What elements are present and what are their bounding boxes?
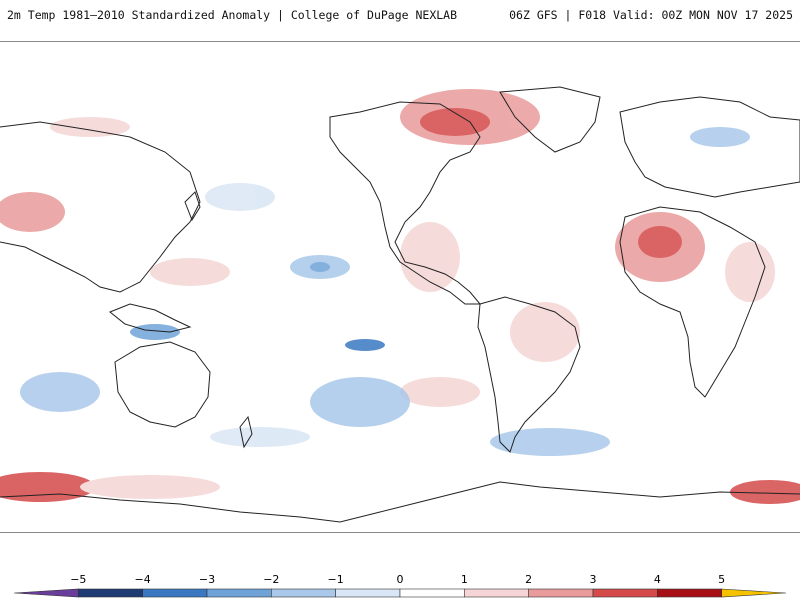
colorbar-tick-label: −5	[70, 573, 86, 586]
anomaly-east-africa-warm	[725, 242, 775, 302]
anomaly-central-pacific-cold-core	[310, 262, 330, 272]
anomaly-map-svg	[0, 42, 800, 532]
colorbar-swatch	[399, 588, 465, 598]
map-title: 2m Temp 1981–2010 Standardized Anomaly |…	[7, 8, 458, 22]
colorbar-swatch	[528, 588, 594, 598]
anomaly-antarctic-warm-east	[730, 480, 800, 504]
anomaly-south-atlantic-cool	[490, 428, 610, 456]
colorbar-swatch	[78, 588, 143, 598]
colorbar-swatches	[13, 588, 787, 598]
anomaly-australia-north-cool	[130, 324, 180, 340]
anomaly-greenland-warm	[420, 108, 490, 136]
header: 2m Temp 1981–2010 Standardized Anomaly |…	[0, 0, 800, 40]
colorbar-swatch	[657, 588, 722, 598]
anomaly-southern-ocean-warm	[80, 475, 220, 499]
maritime-continent-outline	[109, 303, 192, 333]
anomaly-sahel-warm	[638, 226, 682, 258]
antarctica-outline	[0, 481, 800, 523]
africa-outline	[619, 206, 766, 398]
anomaly-brazil-warm	[510, 302, 580, 362]
asia-outline	[0, 121, 201, 293]
colorbar-swatch	[142, 588, 208, 598]
anomaly-north-pacific-cool	[205, 183, 275, 211]
colorbar-tick-label: 0	[397, 573, 404, 586]
colorbar-swatch	[464, 588, 529, 598]
colorbar-tick-label: −1	[328, 573, 344, 586]
colorbar-ticks: −5 −4 −3 −2 −1 0 1 2 3 4 5	[70, 573, 725, 586]
colorbar-tick-label: 1	[461, 573, 468, 586]
japan-outline	[184, 191, 201, 222]
colorbar-swatch	[13, 588, 79, 598]
colorbar-tick-label: 3	[590, 573, 597, 586]
colorbar-svg: −5 −4 −3 −2 −1 0 1 2 3 4 5	[13, 573, 787, 598]
colorbar-tick-label: 5	[718, 573, 725, 586]
model-valid-time: 06Z GFS | F018 Valid: 00Z MON NOV 17 202…	[509, 8, 793, 22]
anomaly-asia-warm	[0, 192, 65, 232]
colorbar-tick-label: −2	[263, 573, 279, 586]
greenland-outline	[499, 86, 601, 153]
colorbar-tick-label: 2	[525, 573, 532, 586]
colorbar: −5 −4 −3 −2 −1 0 1 2 3 4 5	[0, 560, 800, 600]
warm-anomaly-regions	[0, 89, 800, 504]
anomaly-south-pacific-cool	[310, 377, 410, 427]
colorbar-swatch	[721, 588, 787, 598]
coastlines	[0, 86, 800, 523]
anomaly-tasman-cool	[210, 427, 310, 447]
anomaly-europe-cool	[690, 127, 750, 147]
colorbar-tick-label: −4	[135, 573, 151, 586]
new-zealand-outline	[239, 415, 253, 449]
south-america-outline	[477, 296, 581, 453]
anomaly-antarctic-warm-west	[0, 472, 95, 502]
europe-outline	[619, 96, 800, 198]
anomaly-indian-ocean-cool	[20, 372, 100, 412]
colorbar-swatch	[335, 588, 401, 598]
ocean-background	[0, 42, 800, 532]
north-america-outline	[329, 101, 482, 305]
australia-outline	[114, 341, 211, 428]
anomaly-south-pacific-warm	[400, 377, 480, 407]
cool-anomaly-regions	[20, 127, 750, 456]
colorbar-tick-label: 4	[654, 573, 661, 586]
anomaly-west-pacific-warm	[150, 258, 230, 286]
colorbar-swatch	[271, 588, 336, 598]
colorbar-tick-label: −3	[199, 573, 215, 586]
colorbar-swatch	[206, 588, 272, 598]
anomaly-siberia-warm	[50, 117, 130, 137]
colorbar-swatch	[592, 588, 658, 598]
anomaly-south-pacific-cold-core	[345, 339, 385, 351]
world-map	[0, 41, 800, 533]
